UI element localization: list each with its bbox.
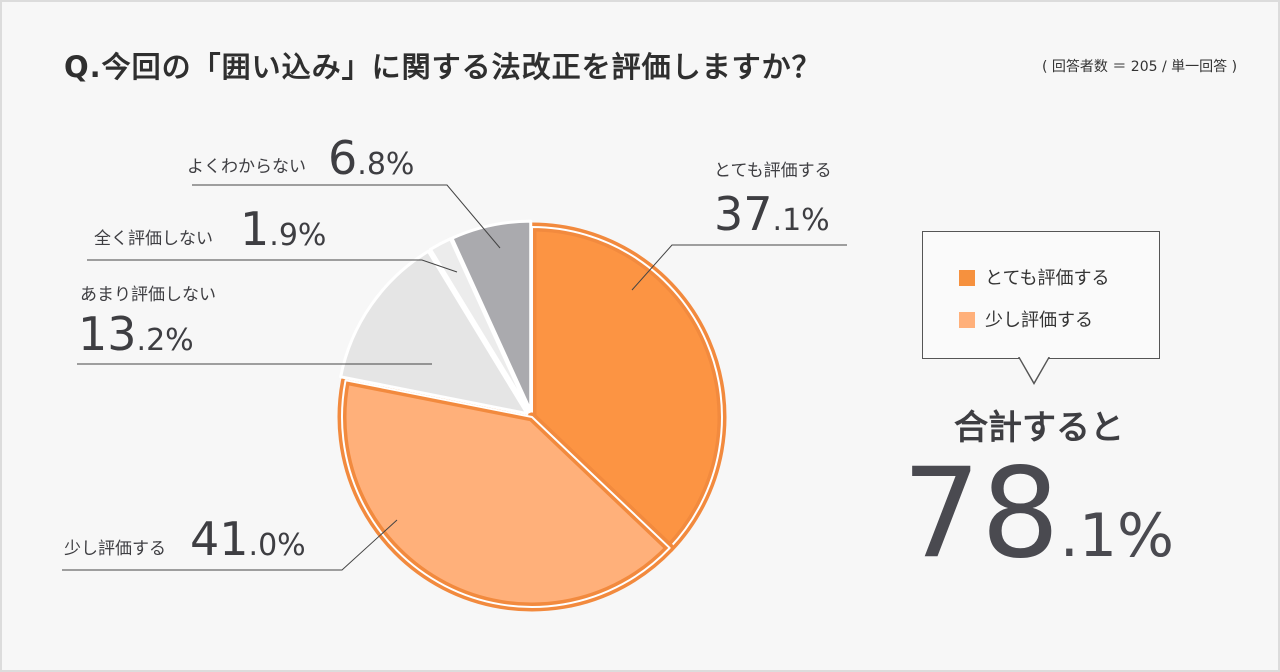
slice-value-very: 37.1% [714,187,830,241]
pie-slice-not-at-all [428,237,531,414]
legend-swatch-somewhat [959,312,975,328]
total-value-dec: .1% [1059,501,1175,571]
slice-label-not-at-all: 全く評価しない [94,229,213,249]
slice-label-somewhat: 少し評価する [64,539,166,559]
legend-item-somewhat: 少し評価する [959,306,1093,332]
pie-slice-inner-outline-somewhat [341,379,671,608]
leader-line-very [631,244,847,291]
leader-line-unknown [192,184,501,249]
slice-value-not-much: 13.2% [78,307,194,361]
chart-title: Q.今回の「囲い込み」に関する法改正を評価しますか？ [64,50,822,84]
legend-box: とても評価する 少し評価する [922,231,1160,359]
slice-label-unknown: よくわからない [187,157,306,177]
legend-label-very: とても評価する [985,268,1110,289]
legend-swatch-very [959,270,975,286]
leader-line-somewhat [62,519,398,571]
total-value-int: 78 [902,442,1060,586]
pie-slice-inner-outline-very [531,226,723,549]
legend-label-somewhat: 少し評価する [985,310,1093,331]
pie-slice-not-much [339,249,529,416]
total-label: 合計すると [954,408,1124,448]
slice-value-somewhat: 41.0% [190,512,306,566]
total-value: 78.1% [902,442,1174,586]
legend-pointer-fill [1019,356,1049,382]
slice-label-not-much: あまり評価しない [80,285,216,305]
slice-label-very: とても評価する [714,161,832,181]
slice-value-not-at-all: 1.9% [240,202,326,256]
respondent-note: ( 回答者数 ＝ 205 / 単一回答 ) [1042,59,1238,75]
slice-value-unknown: 6.8% [328,131,414,185]
legend-item-very: とても評価する [959,264,1110,290]
pie-slice-unknown [450,219,533,413]
leader-line-not-at-all [87,259,458,273]
